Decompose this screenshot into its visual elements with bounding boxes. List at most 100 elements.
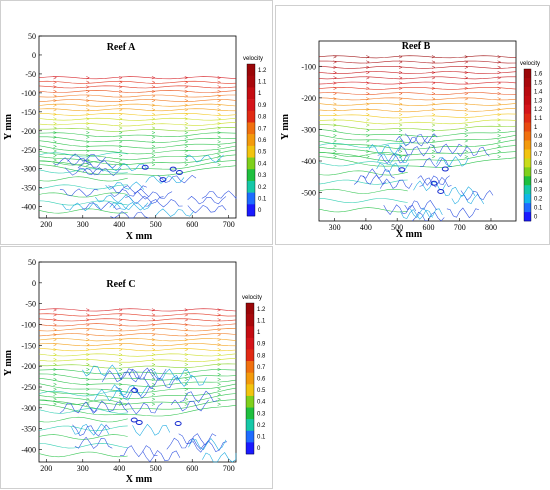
flow-arrow xyxy=(366,92,370,96)
flow-arrow xyxy=(53,353,58,357)
streamline xyxy=(318,92,517,95)
streamline xyxy=(38,333,237,337)
flow-arrow xyxy=(366,65,370,69)
flow-arrow xyxy=(464,65,469,69)
flow-arrow xyxy=(217,328,222,332)
flow-arrow xyxy=(333,107,338,111)
reef-contour xyxy=(74,436,113,449)
flow-arrow xyxy=(497,144,502,148)
flow-arrow xyxy=(398,113,403,117)
legend-label: 0 xyxy=(534,215,538,221)
flow-arrow xyxy=(151,149,156,153)
legend-swatch xyxy=(246,349,254,362)
flow-arrow xyxy=(366,76,370,80)
flow-arrow xyxy=(151,99,156,103)
flow-arrow xyxy=(497,107,502,111)
flow-arrow xyxy=(497,102,502,106)
flow-arrow xyxy=(217,108,222,112)
legend-swatch xyxy=(524,69,531,79)
legend-swatch xyxy=(246,442,254,455)
flow-arrow xyxy=(184,382,189,386)
flow-arrow xyxy=(497,128,502,132)
flow-arrow xyxy=(151,108,156,112)
legend-label: 1.6 xyxy=(534,71,543,77)
flow-arrow xyxy=(431,97,436,101)
flow-arrow xyxy=(86,163,90,167)
flow-arrow xyxy=(118,149,123,153)
flow-arrow xyxy=(151,131,156,135)
legend-label: 0.8 xyxy=(257,353,266,359)
streamline xyxy=(38,122,237,127)
streamline-lower xyxy=(318,198,408,204)
flow-arrow xyxy=(151,103,156,107)
flow-arrow xyxy=(431,71,436,75)
flow-arrow xyxy=(497,71,502,75)
flow-arrow xyxy=(184,154,189,158)
flow-arrow xyxy=(464,139,469,143)
flow-arrow xyxy=(118,154,123,158)
flow-arrow xyxy=(86,392,90,396)
flow-arrow xyxy=(86,103,90,107)
flow-arrow xyxy=(53,108,58,112)
flow-arrow xyxy=(366,155,370,159)
flow-arrow xyxy=(431,81,436,85)
flow-arrow xyxy=(217,94,222,98)
legend-label: 0.7 xyxy=(534,152,543,158)
flow-arrow xyxy=(431,149,436,153)
streamline xyxy=(38,94,236,98)
reef-contour xyxy=(460,190,494,201)
legend-swatch xyxy=(524,86,531,97)
y-tick-label: -400 xyxy=(21,203,36,212)
flow-arrow xyxy=(464,144,469,148)
flow-arrow xyxy=(217,89,222,93)
reef-contour xyxy=(353,174,387,185)
legend-swatch xyxy=(524,131,531,141)
legend-swatch xyxy=(247,145,255,158)
panel-reef-b: 300 400 500 600 700 800 -100 -200 -300 -400 -500 Re… xyxy=(275,5,550,245)
flow-arrow xyxy=(398,149,403,153)
panel-reef-c: 200 300 400 500 600 700 50 0 -50 -100 -150 -200 -250… xyxy=(0,246,273,489)
flow-arrow xyxy=(431,113,436,117)
flow-arrow xyxy=(151,126,156,130)
flow-arrow xyxy=(398,55,403,59)
legend-swatch xyxy=(524,104,531,115)
streamline xyxy=(38,328,237,332)
flow-arrow xyxy=(118,353,123,357)
x-tick-label: 400 xyxy=(360,223,372,232)
flow-arrow xyxy=(497,97,502,101)
flow-arrow xyxy=(53,85,58,89)
flow-arrow xyxy=(151,94,156,98)
reef-contour xyxy=(59,188,99,197)
flow-arrow xyxy=(86,80,90,84)
streamline xyxy=(38,348,237,352)
streamline xyxy=(318,55,517,59)
legend-label: 0.7 xyxy=(258,126,267,132)
flow-arrow xyxy=(217,313,222,317)
flow-arrow xyxy=(333,97,338,101)
streamline xyxy=(38,323,237,327)
flow-arrow xyxy=(184,89,189,93)
legend-label: 0.8 xyxy=(258,115,267,121)
flow-arrow xyxy=(118,121,123,126)
streamline xyxy=(38,403,237,417)
flow-arrow xyxy=(86,362,90,367)
flow-arrow xyxy=(184,85,189,89)
flow-arrow xyxy=(151,397,156,401)
y-tick-label: -50 xyxy=(25,300,36,309)
flow-arrow xyxy=(53,367,58,371)
flow-arrow xyxy=(53,377,58,381)
flow-arrow xyxy=(118,333,123,337)
y-tick-label: -300 xyxy=(301,125,316,134)
flow-arrow xyxy=(118,89,123,93)
flow-arrow xyxy=(366,86,370,90)
flow-arrow xyxy=(53,76,58,80)
reef-contour xyxy=(442,186,476,197)
flow-arrow xyxy=(431,60,436,64)
legend-label: 0.4 xyxy=(534,179,543,185)
reef-contour xyxy=(71,423,110,436)
flow-arrow xyxy=(151,328,156,332)
reef-contour xyxy=(108,185,147,194)
panel-reef-a: 200 300 400 500 600 700 50 0 -50 -100 -150 -200 -250… xyxy=(0,0,273,245)
flow-arrow xyxy=(53,372,58,376)
legend-label: 1.4 xyxy=(534,89,543,95)
